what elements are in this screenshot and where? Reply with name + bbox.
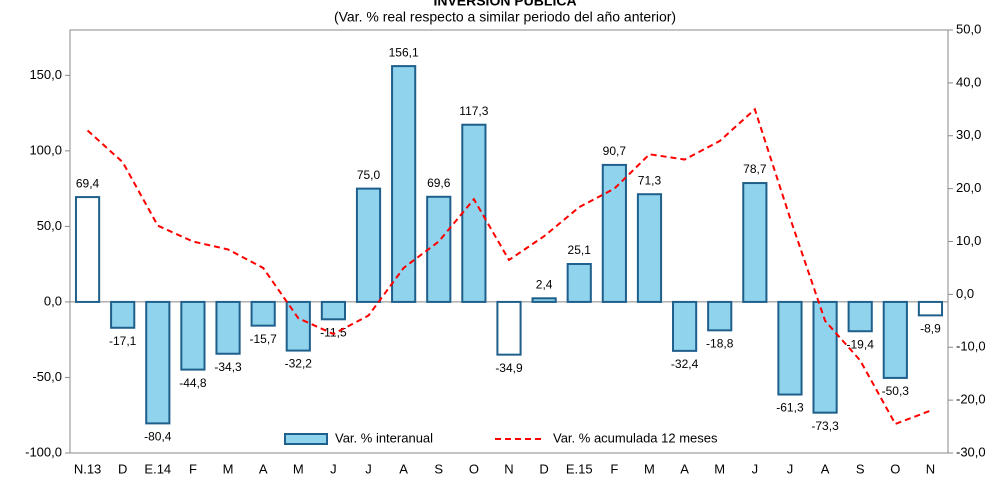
value-label: 75,0 bbox=[357, 168, 381, 182]
bar bbox=[110, 300, 136, 329]
x-tick-label: N.13 bbox=[74, 461, 101, 476]
value-label: 69,4 bbox=[76, 176, 100, 190]
bar bbox=[777, 300, 803, 396]
x-tick-label: J bbox=[330, 461, 337, 476]
y2-tick-label: 0,0 bbox=[956, 286, 974, 301]
bar bbox=[320, 300, 346, 321]
x-tick-label: O bbox=[469, 461, 479, 476]
x-tick-label: N bbox=[504, 461, 513, 476]
value-label: 69,6 bbox=[427, 176, 451, 190]
x-tick-label: D bbox=[118, 461, 127, 476]
x-tick-label: F bbox=[189, 461, 197, 476]
value-label: -44,8 bbox=[179, 376, 207, 390]
bar bbox=[461, 123, 487, 303]
chart-title: INVERSIÓN PÚBLICA bbox=[433, 0, 576, 9]
bar bbox=[285, 300, 311, 352]
bar bbox=[847, 300, 873, 333]
x-tick-label: M bbox=[714, 461, 725, 476]
value-label: 117,3 bbox=[459, 104, 488, 118]
value-label: 156,1 bbox=[389, 45, 419, 59]
value-label: 71,3 bbox=[638, 173, 662, 187]
x-tick-label: J bbox=[787, 461, 794, 476]
y-tick-label: 0,0 bbox=[44, 293, 62, 308]
bar bbox=[601, 163, 627, 303]
x-tick-label: E.15 bbox=[566, 461, 593, 476]
x-tick-label: S bbox=[856, 461, 865, 476]
x-tick-label: J bbox=[365, 461, 372, 476]
bar bbox=[145, 300, 171, 425]
value-label: -15,7 bbox=[249, 332, 277, 346]
value-label: -73,3 bbox=[811, 419, 839, 433]
value-label: -17,1 bbox=[109, 334, 137, 348]
value-label: 78,7 bbox=[743, 162, 767, 176]
x-tick-label: J bbox=[752, 461, 759, 476]
y2-tick-label: 50,0 bbox=[956, 21, 981, 36]
y2-tick-label: 40,0 bbox=[956, 74, 981, 89]
bar bbox=[355, 187, 382, 303]
x-tick-label: E.14 bbox=[144, 461, 171, 476]
y2-tick-label: -20,0 bbox=[956, 392, 986, 407]
value-label: 25,1 bbox=[568, 243, 592, 257]
x-tick-label: M bbox=[293, 461, 304, 476]
y2-tick-label: -30,0 bbox=[956, 444, 986, 459]
bar bbox=[531, 297, 557, 303]
x-tick-label: O bbox=[890, 461, 900, 476]
bar bbox=[742, 182, 768, 303]
value-label: -19,4 bbox=[847, 337, 875, 351]
value-label: -11,5 bbox=[320, 325, 347, 339]
bar bbox=[215, 300, 241, 355]
bar bbox=[180, 300, 206, 371]
y-tick-label: 100,0 bbox=[29, 142, 62, 157]
bar bbox=[426, 195, 452, 303]
value-label: 2,4 bbox=[536, 277, 553, 291]
legend-label: Var. % acumulada 12 meses bbox=[553, 430, 718, 445]
y-tick-label: -100,0 bbox=[25, 444, 62, 459]
bar bbox=[812, 300, 838, 414]
x-tick-label: F bbox=[610, 461, 618, 476]
x-tick-label: A bbox=[821, 461, 830, 476]
bar bbox=[917, 300, 944, 317]
x-tick-label: A bbox=[680, 461, 689, 476]
line bbox=[86, 107, 931, 426]
chart-subtitle: (Var. % real respecto a similar periodo … bbox=[334, 9, 676, 25]
y2-tick-label: -10,0 bbox=[956, 339, 986, 354]
legend-swatch bbox=[284, 433, 328, 445]
y2-tick-label: 20,0 bbox=[956, 180, 981, 195]
y2-tick-label: 30,0 bbox=[956, 127, 981, 142]
value-label: -34,3 bbox=[214, 360, 242, 374]
x-tick-label: M bbox=[223, 461, 234, 476]
value-label: 90,7 bbox=[603, 144, 627, 158]
x-tick-label: M bbox=[644, 461, 655, 476]
value-label: -61,3 bbox=[776, 401, 804, 415]
value-label: -50,3 bbox=[882, 384, 910, 398]
value-label: -32,4 bbox=[671, 357, 699, 371]
x-tick-label: S bbox=[434, 461, 443, 476]
value-label: -18,8 bbox=[706, 337, 734, 351]
bar bbox=[74, 196, 101, 303]
x-tick-label: A bbox=[259, 461, 268, 476]
value-label: -80,4 bbox=[144, 430, 172, 444]
x-tick-label: D bbox=[539, 461, 548, 476]
x-tick-label: A bbox=[399, 461, 408, 476]
bar bbox=[391, 65, 417, 303]
value-label: -32,2 bbox=[285, 357, 313, 371]
bar bbox=[250, 300, 276, 327]
bar bbox=[496, 300, 522, 356]
bar bbox=[882, 300, 908, 379]
value-label: -8,9 bbox=[920, 322, 941, 336]
y-tick-label: 50,0 bbox=[37, 218, 62, 233]
y2-tick-label: 10,0 bbox=[956, 233, 981, 248]
x-tick-label: N bbox=[926, 461, 935, 476]
bar bbox=[636, 193, 663, 303]
bar bbox=[707, 300, 733, 332]
bar bbox=[566, 263, 592, 303]
bar bbox=[672, 300, 698, 352]
y-tick-label: 150,0 bbox=[29, 67, 62, 82]
y-tick-label: -50,0 bbox=[32, 369, 62, 384]
value-label: -34,9 bbox=[495, 361, 523, 375]
legend-label: Var. % interanual bbox=[335, 430, 433, 445]
